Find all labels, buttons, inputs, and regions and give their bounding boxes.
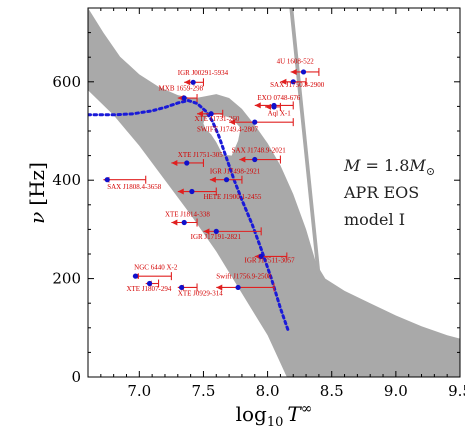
curve-group — [88, 98, 290, 332]
annotation-mass: M = 1.8M⊙ — [343, 156, 435, 178]
data-point — [181, 95, 187, 101]
source-label: SAX J1750.8-2900 — [270, 81, 325, 89]
source-label: IGR J17511-3057 — [244, 256, 295, 264]
source-label: SAX J1808.4-3658 — [107, 183, 162, 191]
data-point — [189, 188, 195, 195]
data-point — [146, 280, 153, 287]
annotation-mass-sym: M — [408, 156, 426, 175]
x-axis-label: log10 T∞ — [236, 401, 313, 430]
errorbar-arrow — [265, 103, 272, 110]
y-tick-label: 0 — [71, 368, 81, 386]
errorbar-arrow — [216, 284, 223, 291]
x-axis-label-main: log — [236, 402, 267, 426]
source-label: IGR J00291-5934 — [178, 69, 229, 77]
y-tick-label: 600 — [52, 73, 81, 91]
source-label: SWIFT J1749.4-2807 — [197, 125, 258, 133]
stability-curve — [88, 98, 290, 332]
source-label: Aql X-1 — [268, 109, 292, 117]
annotation-model: model I — [344, 210, 405, 229]
data-point — [213, 228, 219, 234]
data-point — [252, 119, 258, 125]
x-axis-label-sub: 10 — [267, 415, 284, 430]
data-point — [184, 160, 190, 166]
x-axis-label-var: T — [287, 402, 302, 426]
errorbar-arrow — [171, 219, 178, 226]
source-label: SAX J1748.9-2021 — [232, 147, 287, 155]
x-axis-ticks: 7.0 7.5 8.0 8.5 9.0 9.5 — [100, 8, 465, 400]
instability-spike — [289, 8, 322, 285]
data-point — [104, 177, 110, 183]
data-point — [300, 69, 307, 75]
annotation-mass-var: M — [343, 156, 361, 175]
source-label: HETE J1900.1-2455 — [203, 193, 261, 201]
data-point — [208, 111, 214, 117]
errorbar-arrow — [290, 68, 297, 75]
source-label-group: 4U 1608-522 IGR J00291-5934 SAX J1750.8-29… — [107, 58, 324, 298]
errorbar-arrow — [171, 159, 178, 166]
data-point — [190, 79, 196, 85]
x-tick-label: 7.0 — [127, 382, 151, 400]
errorbar-arrow — [280, 78, 287, 85]
y-axis-label: ν [Hz] — [25, 162, 49, 224]
instability-region — [88, 8, 460, 377]
data-point — [181, 219, 187, 226]
source-label: EXO 0748-676 — [257, 94, 300, 102]
source-label: XTE J1751-305 — [178, 151, 223, 159]
annotation-eos: APR EOS — [343, 183, 419, 202]
x-axis-label-sup: ∞ — [301, 401, 313, 417]
plot-frame — [87, 7, 461, 378]
data-point — [271, 104, 277, 110]
data-point — [290, 79, 296, 85]
errorbar-group — [103, 67, 320, 292]
errorbar-arrow — [177, 188, 184, 195]
source-label: MXB 1659-298 — [159, 85, 204, 93]
errorbar-arrow — [254, 102, 261, 109]
source-label: XTE J1814-338 — [165, 211, 210, 219]
source-label: XTE J0929-314 — [178, 289, 223, 297]
data-point — [258, 253, 264, 260]
x-tick-label: 7.5 — [192, 382, 216, 400]
x-tick-label: 9.5 — [448, 382, 465, 400]
source-label: XTE J1731-260 — [194, 115, 239, 123]
y-tick-label: 200 — [52, 270, 81, 288]
errorbar-arrow — [239, 156, 246, 163]
source-label: XTE J1807-294 — [126, 285, 171, 293]
data-point — [179, 284, 185, 291]
source-label: Swift J1756.9-2508 — [216, 273, 272, 281]
errorbar-arrow — [229, 119, 236, 126]
data-point — [223, 177, 230, 183]
data-point — [132, 273, 139, 279]
x-tick-label: 8.0 — [256, 382, 280, 400]
y-axis-label-unit: [Hz] — [25, 162, 49, 206]
source-label: IGR J17498-2921 — [210, 167, 261, 175]
errorbar-arrow — [197, 110, 204, 117]
data-point — [252, 156, 258, 163]
source-label: IGR J17191-2821 — [191, 233, 242, 241]
data-point — [235, 284, 241, 291]
y-tick-label: 400 — [52, 171, 81, 189]
errorbar-arrow — [203, 228, 210, 235]
point-group — [104, 69, 307, 291]
errorbar-arrow — [184, 79, 191, 86]
source-label: NGC 6440 X-2 — [134, 263, 178, 271]
y-axis-label-main: ν — [25, 212, 49, 224]
x-tick-label: 9.0 — [384, 382, 408, 400]
annotation-mass-sub: ⊙ — [426, 165, 435, 178]
annotation-mass-eq: = 1.8 — [360, 156, 409, 175]
y-axis-ticks: 0 200 400 600 — [52, 32, 460, 386]
source-label: 4U 1608-522 — [277, 58, 315, 66]
errorbar-arrow — [209, 176, 216, 183]
x-tick-label: 8.5 — [320, 382, 344, 400]
